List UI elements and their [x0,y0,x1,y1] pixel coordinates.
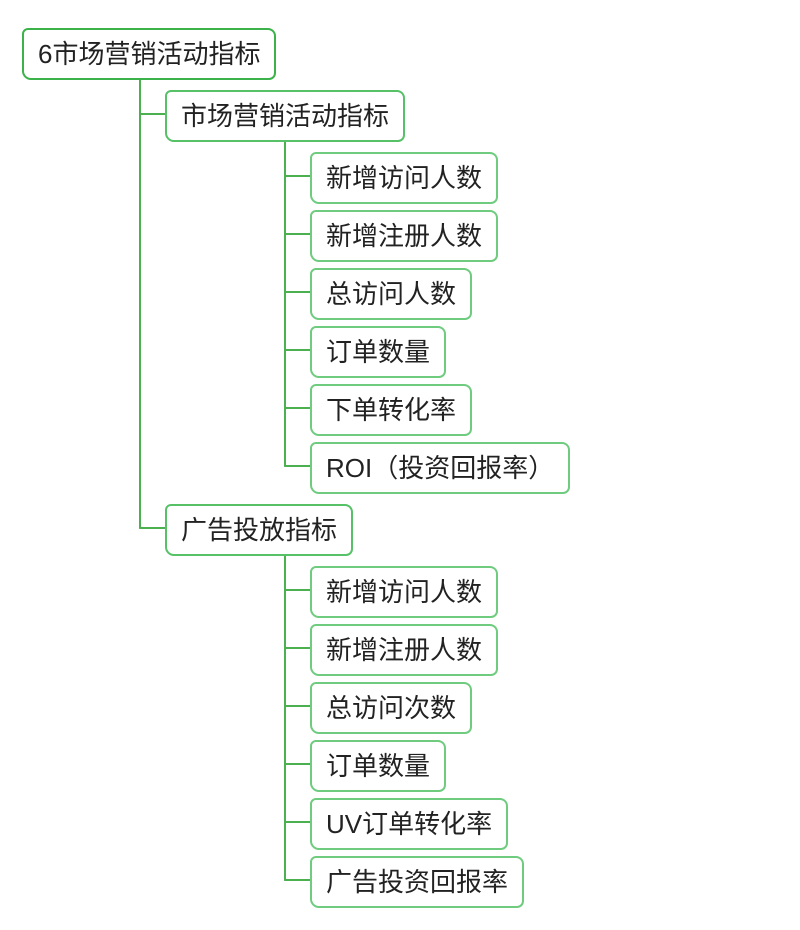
tree-node-label: 市场营销活动指标 [181,101,389,131]
tree-node: 总访问人数 [310,268,472,320]
tree-node: 下单转化率 [310,384,472,436]
tree-node-label: 新增注册人数 [326,221,482,251]
tree-node-label: 新增访问人数 [326,577,482,607]
tree-node: 订单数量 [310,740,446,792]
tree-node-label: 6市场营销活动指标 [38,39,260,69]
tree-node: 新增注册人数 [310,210,498,262]
tree-node-label: ROI（投资回报率） [326,453,554,483]
tree-node: 新增注册人数 [310,624,498,676]
tree-node: 订单数量 [310,326,446,378]
tree-node-label: 新增注册人数 [326,635,482,665]
tree-node: 市场营销活动指标 [165,90,405,142]
tree-node-label: 广告投放指标 [181,515,337,545]
tree-node-label: 订单数量 [326,751,430,781]
tree-node: 6市场营销活动指标 [22,28,276,80]
tree-node: 新增访问人数 [310,152,498,204]
tree-diagram: 6市场营销活动指标市场营销活动指标新增访问人数新增注册人数总访问人数订单数量下单… [10,20,790,910]
tree-node-label: 下单转化率 [326,395,456,425]
tree-node-label: 广告投资回报率 [326,867,508,897]
tree-node: ROI（投资回报率） [310,442,570,494]
tree-node: 广告投资回报率 [310,856,524,908]
tree-node-label: 总访问人数 [326,279,456,309]
tree-node-label: 订单数量 [326,337,430,367]
tree-node: 总访问次数 [310,682,472,734]
tree-node-label: 总访问次数 [326,693,456,723]
tree-node-label: UV订单转化率 [326,809,492,839]
tree-node: UV订单转化率 [310,798,508,850]
tree-node: 广告投放指标 [165,504,353,556]
tree-node-label: 新增访问人数 [326,163,482,193]
tree-node: 新增访问人数 [310,566,498,618]
